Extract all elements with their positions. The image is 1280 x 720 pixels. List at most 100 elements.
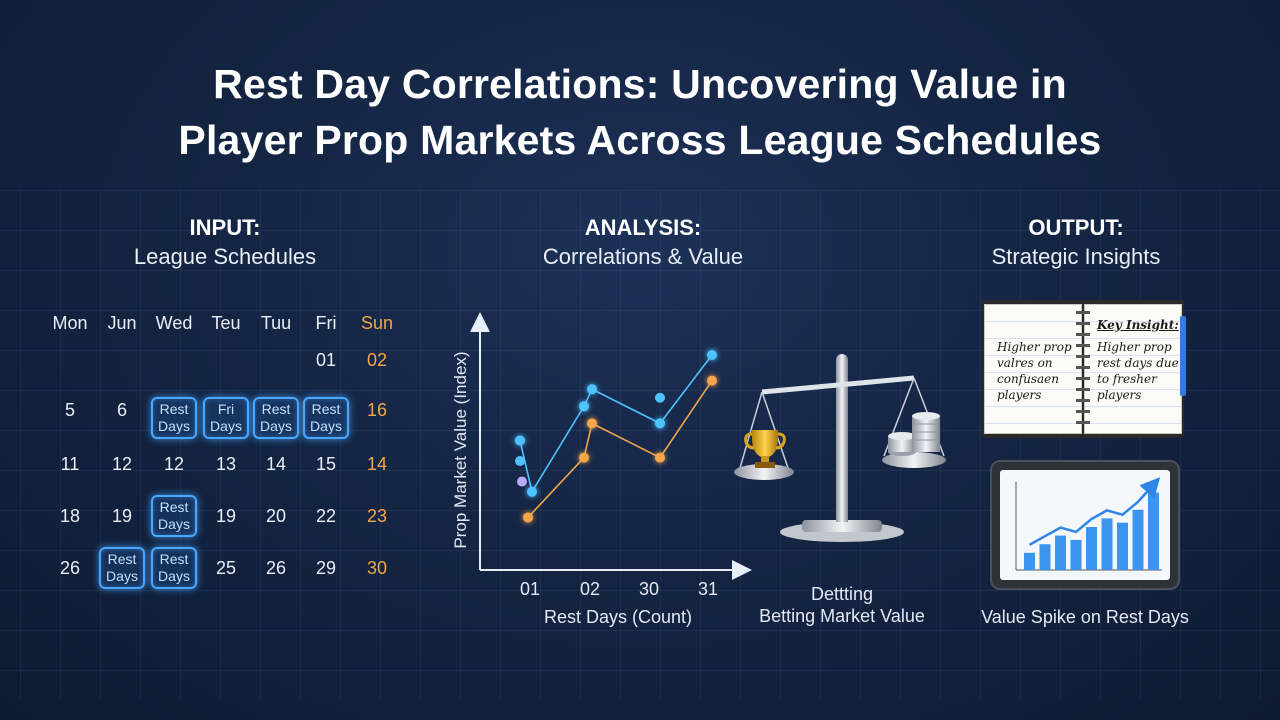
calendar-date: 12 [163, 454, 185, 474]
calendar-date: 30 [366, 558, 388, 578]
rest-day-badge-text: Rest [311, 401, 341, 417]
calendar-date: 01 [315, 350, 337, 370]
coin-stack-icon [888, 412, 940, 456]
notebook-right-page: Key Insight: Higher prop rest days due t… [1084, 304, 1182, 434]
key-insight-label: Key Insight: [1097, 318, 1179, 332]
data-point [527, 486, 537, 497]
tablet-bar [1055, 535, 1066, 570]
data-point [587, 384, 597, 395]
calendar-date: 29 [315, 558, 337, 578]
output-label: OUTPUT: [1028, 215, 1124, 240]
analysis-section-header: ANALYSIS: Correlations & Value [503, 214, 783, 272]
calendar-date: 22 [315, 506, 337, 526]
rest-day-badge-text: Days [310, 418, 342, 434]
tablet-bar [1101, 518, 1113, 570]
input-subtitle: League Schedules [133, 244, 317, 269]
series-line [519, 354, 713, 494]
data-point [515, 456, 525, 467]
rest-day-badge: Fri Days [203, 397, 249, 439]
rest-day-badge: Rest Days [303, 397, 349, 439]
correlation-chart: 01 02 30 31 Prop Market Value (Index) Rest … [451, 312, 752, 627]
calendar-day-header: Jun [107, 313, 137, 333]
calendar-date: 5 [64, 400, 75, 420]
note-right-line: to fresher [1097, 372, 1157, 386]
calendar-date: 25 [215, 558, 237, 578]
page-title: Rest Day Correlations: Uncovering Value … [0, 56, 1280, 168]
calendar-date: 14 [366, 454, 388, 474]
value-spike-bar-chart [1015, 477, 1162, 571]
grid-background [0, 190, 1280, 700]
tablet-bar [1086, 527, 1097, 570]
tablet-bar [1148, 492, 1159, 570]
calendar-date: 02 [366, 350, 388, 370]
calendar-date: 20 [265, 506, 287, 526]
output-caption: Value Spike on Rest Days [981, 607, 1189, 627]
calendar-date: 19 [111, 506, 133, 526]
input-section-header: INPUT: League Schedules [95, 214, 355, 272]
calendar-day-header: Fri [315, 313, 337, 333]
calendar-day-header: Mon [52, 313, 88, 333]
calendar-date: 11 [60, 454, 80, 474]
data-point [707, 350, 717, 360]
rest-day-badge: Rest Days [151, 495, 197, 537]
calendar-date: 13 [215, 454, 237, 474]
note-left-line: confusaen [997, 372, 1059, 386]
notebook-spiral [1076, 306, 1090, 432]
rest-day-badge-text: Rest [107, 551, 137, 567]
rest-day-badge-text: Rest [159, 401, 189, 417]
note-right-line: Higher prop [1097, 340, 1172, 354]
x-tick-label: 30 [639, 579, 659, 599]
note-right-line: rest days due [1097, 356, 1179, 370]
series-line [527, 380, 713, 518]
calendar-day-header: Sun [360, 313, 394, 333]
rest-day-badge-text: Days [158, 516, 190, 532]
calendar-date: 16 [366, 400, 388, 420]
calendar-date: 23 [366, 506, 388, 526]
data-point [587, 418, 597, 429]
rest-day-badge-text: Fri [217, 401, 235, 417]
rest-day-badge-text: Days [158, 418, 190, 434]
tablet-bar [1070, 539, 1082, 570]
data-point [579, 452, 589, 463]
scale-caption-bottom: Betting Market Value [759, 606, 925, 626]
pencil-icon [1180, 316, 1186, 396]
analysis-subtitle: Correlations & Value [542, 244, 744, 269]
balance-scale-icon [734, 354, 946, 542]
data-point [523, 512, 533, 523]
x-axis-label: Rest Days (Count) [544, 607, 692, 627]
x-tick-label: 31 [698, 579, 718, 599]
calendar-date: 6 [116, 400, 127, 420]
x-tick-label: 01 [520, 579, 540, 599]
tablet-bar [1039, 544, 1051, 570]
calendar-date: 19 [215, 506, 237, 526]
calendar-date: 12 [111, 454, 133, 474]
calendar-date: 14 [265, 454, 287, 474]
calendar-date: 18 [59, 506, 81, 526]
calendar-date: 26 [59, 558, 81, 578]
note-right-line: players [1097, 388, 1142, 402]
output-section-header: OUTPUT: Strategic Insights [946, 214, 1206, 272]
tablet-bar [1024, 552, 1035, 570]
data-point [655, 452, 665, 463]
calendar-date: 26 [265, 558, 287, 578]
rest-day-badge-text: Rest [159, 551, 189, 567]
data-point [515, 435, 525, 446]
data-point [655, 418, 665, 429]
calendar-day-header: Tuu [260, 313, 292, 333]
title-line-2: Player Prop Markets Across League Schedu… [178, 117, 1102, 163]
y-axis-label: Prop Market Value (Index) [451, 351, 470, 548]
calendar-day-header: Wed [155, 313, 193, 333]
input-label: INPUT: [189, 215, 261, 240]
rest-day-badge-text: Days [106, 568, 138, 584]
rest-day-badge: Rest Days [151, 547, 197, 589]
rest-day-badge: Rest Days [253, 397, 299, 439]
data-point [579, 401, 589, 412]
notebook-icon: Higher prop valres on confusaen players … [982, 300, 1186, 438]
title-line-1: Rest Day Correlations: Uncovering Value … [213, 61, 1067, 107]
tablet-bar [1117, 522, 1128, 570]
rest-day-badge: Rest Days [99, 547, 145, 589]
data-point [517, 476, 527, 487]
trophy-icon [744, 430, 786, 468]
data-point [655, 392, 665, 403]
calendar-day-header: Teu [211, 313, 241, 333]
